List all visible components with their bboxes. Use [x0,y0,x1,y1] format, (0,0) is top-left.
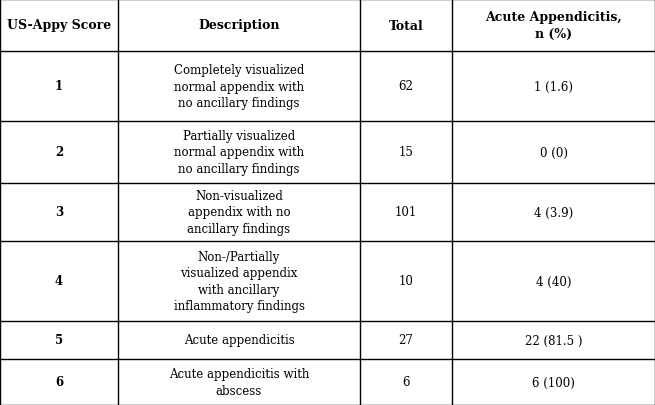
Text: 0 (0): 0 (0) [540,146,567,159]
Text: 22 (81.5 ): 22 (81.5 ) [525,334,582,347]
Text: 4 (40): 4 (40) [536,275,571,288]
Text: 6 (100): 6 (100) [532,375,575,388]
Text: 4: 4 [55,275,63,288]
Text: 27: 27 [398,334,413,347]
Text: 6: 6 [55,375,63,388]
Text: Acute appendicitis: Acute appendicitis [183,334,294,347]
Text: 5: 5 [55,334,63,347]
Text: 3: 3 [55,206,63,219]
Text: 4 (3.9): 4 (3.9) [534,206,573,219]
Text: Description: Description [198,19,280,32]
Text: Partially visualized
normal appendix with
no ancillary findings: Partially visualized normal appendix wit… [174,130,304,175]
Text: 62: 62 [398,80,413,93]
Text: US-Appy Score: US-Appy Score [7,19,111,32]
Text: 15: 15 [398,146,413,159]
Text: 101: 101 [395,206,417,219]
Text: 10: 10 [398,275,413,288]
Text: 6: 6 [402,375,410,388]
Text: Completely visualized
normal appendix with
no ancillary findings: Completely visualized normal appendix wi… [174,64,304,110]
Text: Non-visualized
appendix with no
ancillary findings: Non-visualized appendix with no ancillar… [187,190,291,235]
Text: Total: Total [388,19,423,32]
Text: 2: 2 [55,146,63,159]
Text: 1 (1.6): 1 (1.6) [534,80,573,93]
Text: 1: 1 [55,80,63,93]
Text: Non-/Partially
visualized appendix
with ancillary
inflammatory findings: Non-/Partially visualized appendix with … [174,250,305,313]
Text: Acute appendicitis with
abscess: Acute appendicitis with abscess [169,367,309,397]
Text: Acute Appendicitis,
n (%): Acute Appendicitis, n (%) [485,11,622,40]
